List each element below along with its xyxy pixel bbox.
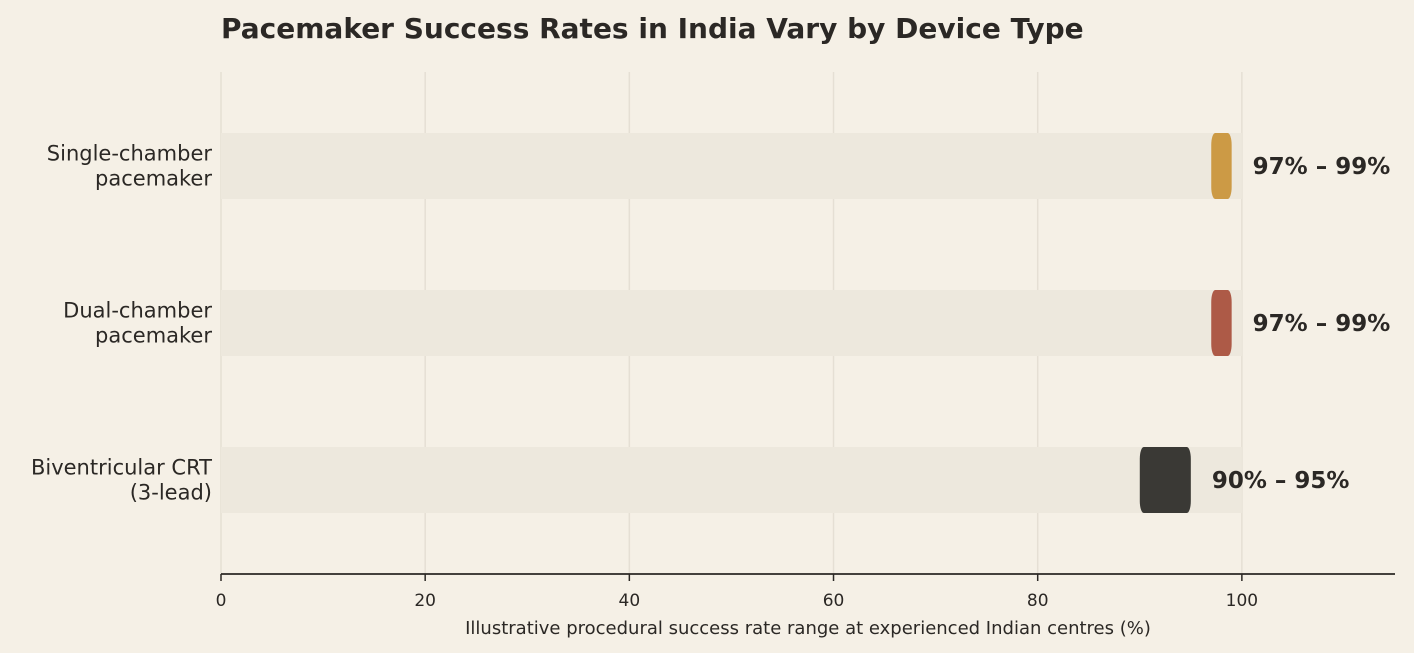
bar-layer [1139,133,1232,513]
range-bar [1139,447,1191,513]
x-axis-label: Illustrative procedural success rate ran… [465,618,1151,639]
x-tick-label: 60 [823,591,845,611]
track-layer [221,133,1242,513]
category-label: (3-lead) [130,481,212,505]
range-value-label: 97% – 99% [1253,154,1391,180]
range-bar [1211,290,1232,356]
x-tick-label: 20 [414,591,436,611]
x-tick-label: 40 [619,591,641,611]
category-labels: Single-chamberpacemakerDual-chamberpacem… [31,142,212,505]
category-label: pacemaker [95,167,212,191]
range-value-label: 90% – 95% [1212,468,1350,494]
x-tick-label: 100 [1226,591,1258,611]
category-label: Dual-chamber [63,299,212,323]
range-track [221,447,1242,513]
range-bar [1211,133,1232,199]
category-label: Single-chamber [47,142,213,166]
category-label: pacemaker [95,324,212,348]
x-tick-label: 80 [1027,591,1049,611]
x-tick-label: 0 [216,591,227,611]
range-value-label: 97% – 99% [1253,311,1391,337]
x-axis-ticks: 0 20 40 60 80 100 [216,574,1258,611]
category-label: Biventricular CRT [31,456,212,480]
range-track [221,133,1242,199]
range-track [221,290,1242,356]
chart-title: Pacemaker Success Rates in India Vary by… [221,12,1084,45]
value-labels: 97% – 99% 97% – 99% 90% – 95% [1212,154,1390,494]
